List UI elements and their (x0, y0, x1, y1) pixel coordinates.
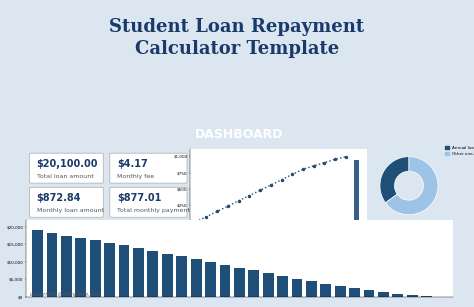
Text: $877.01: $877.01 (118, 193, 162, 203)
Text: Monthly loan amount: Monthly loan amount (36, 208, 104, 213)
Bar (133, 248, 144, 297)
Bar (147, 251, 158, 297)
Bar (248, 270, 259, 297)
Legend: Positive, Negative, Subtotal: Positive, Negative, Subtotal (220, 236, 302, 243)
Bar (191, 259, 201, 297)
Text: $872.84: $872.84 (36, 193, 81, 203)
Bar (234, 268, 245, 297)
Bar (354, 160, 359, 222)
Text: Total loan amount: Total loan amount (36, 174, 93, 179)
Wedge shape (385, 157, 438, 215)
FancyBboxPatch shape (110, 153, 187, 183)
Bar (162, 254, 173, 297)
Bar (104, 243, 115, 297)
Text: Student Loan Repayment
Calculator Template: Student Loan Repayment Calculator Templa… (109, 17, 365, 58)
Bar (378, 292, 389, 297)
Text: copyright @template.net: copyright @template.net (30, 292, 99, 297)
Bar (75, 238, 86, 297)
Bar (46, 233, 57, 297)
Text: $20,100.00: $20,100.00 (36, 159, 98, 169)
Bar (421, 296, 432, 297)
Bar (118, 245, 129, 297)
Text: $4.17: $4.17 (118, 159, 148, 169)
Legend: Annual loan fee, Other one-off fee(s): Annual loan fee, Other one-off fee(s) (444, 144, 474, 158)
Bar (32, 230, 43, 297)
Bar (335, 286, 346, 297)
FancyBboxPatch shape (29, 153, 103, 183)
Text: DASHBOARD: DASHBOARD (195, 128, 283, 142)
Bar (320, 283, 331, 297)
Bar (219, 265, 230, 297)
Wedge shape (380, 157, 409, 203)
Bar (263, 273, 273, 297)
Bar (292, 278, 302, 297)
FancyBboxPatch shape (110, 187, 187, 217)
Bar (349, 288, 360, 297)
Bar (306, 281, 317, 297)
Bar (277, 276, 288, 297)
Bar (364, 290, 374, 297)
Bar (176, 256, 187, 297)
Bar (392, 294, 403, 297)
Text: Monthly fee: Monthly fee (118, 174, 155, 179)
FancyBboxPatch shape (29, 187, 103, 217)
Bar (90, 240, 100, 297)
Text: Total monthly payment: Total monthly payment (118, 208, 191, 213)
Bar (61, 236, 72, 297)
Bar (205, 262, 216, 297)
Bar (407, 295, 418, 297)
